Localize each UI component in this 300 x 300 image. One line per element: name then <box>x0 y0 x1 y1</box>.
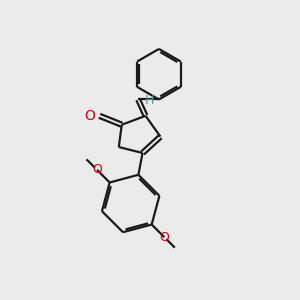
Text: O: O <box>92 164 102 176</box>
Text: O: O <box>159 231 169 244</box>
Text: O: O <box>85 109 96 123</box>
Text: H: H <box>145 94 154 107</box>
